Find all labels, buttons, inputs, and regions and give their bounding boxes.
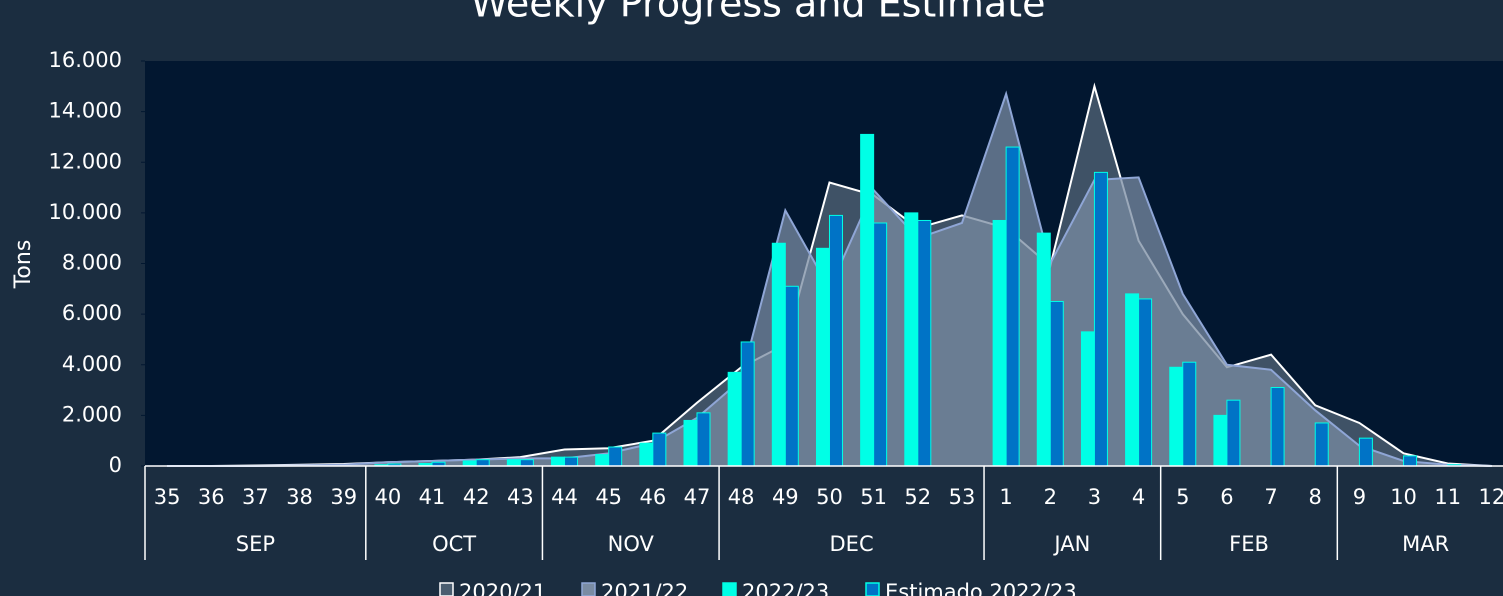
bar bbox=[1226, 399, 1241, 467]
x-tick-label: 45 bbox=[595, 485, 622, 509]
bar bbox=[828, 214, 843, 467]
bar bbox=[564, 456, 579, 467]
y-tick-label: 0 bbox=[109, 453, 122, 477]
legend-swatch bbox=[865, 582, 880, 596]
bar bbox=[462, 460, 477, 467]
bar bbox=[1169, 366, 1184, 467]
bar bbox=[1358, 437, 1373, 467]
x-group-label: JAN bbox=[1052, 532, 1090, 556]
x-tick-label: 39 bbox=[330, 485, 357, 509]
bar bbox=[992, 219, 1007, 467]
bar bbox=[815, 247, 830, 467]
x-tick-label: 36 bbox=[198, 485, 225, 509]
bar bbox=[608, 446, 623, 467]
x-tick-label: 47 bbox=[684, 485, 711, 509]
x-tick-label: 42 bbox=[463, 485, 490, 509]
legend-label: 2022/23 bbox=[742, 580, 829, 596]
x-tick-label: 43 bbox=[507, 485, 534, 509]
x-tick-label: 12 bbox=[1479, 485, 1503, 509]
x-tick-label: 51 bbox=[860, 485, 887, 509]
x-group-label: SEP bbox=[236, 532, 275, 556]
bar bbox=[873, 222, 888, 467]
x-tick-label: 44 bbox=[551, 485, 578, 509]
x-group-label: OCT bbox=[432, 532, 476, 556]
bar bbox=[860, 133, 875, 467]
bar bbox=[1080, 331, 1095, 467]
bar bbox=[1270, 387, 1285, 467]
bar bbox=[727, 371, 742, 467]
bar bbox=[1036, 232, 1051, 467]
x-tick-label: 9 bbox=[1353, 485, 1366, 509]
bar bbox=[506, 459, 521, 467]
x-tick-label: 53 bbox=[949, 485, 976, 509]
bar bbox=[1005, 146, 1020, 467]
x-tick-label: 48 bbox=[728, 485, 755, 509]
y-tick-label: 12.000 bbox=[49, 149, 122, 173]
x-tick-label: 3 bbox=[1088, 485, 1101, 509]
bar bbox=[917, 219, 932, 467]
x-tick-label: 50 bbox=[816, 485, 843, 509]
x-tick-label: 40 bbox=[375, 485, 402, 509]
x-tick-label: 8 bbox=[1309, 485, 1322, 509]
bar bbox=[475, 459, 490, 467]
x-group-label: NOV bbox=[608, 532, 655, 556]
x-tick-label: 37 bbox=[242, 485, 269, 509]
y-axis-label: Tons bbox=[11, 240, 36, 290]
bar bbox=[683, 419, 698, 467]
bar bbox=[639, 442, 654, 467]
x-tick-label: 4 bbox=[1132, 485, 1145, 509]
bar bbox=[1093, 171, 1108, 467]
bar bbox=[551, 456, 566, 467]
bar bbox=[784, 285, 799, 467]
x-tick-label: 1 bbox=[999, 485, 1012, 509]
x-tick-label: 35 bbox=[154, 485, 181, 509]
legend-label: 2021/22 bbox=[601, 580, 688, 596]
x-tick-label: 46 bbox=[639, 485, 666, 509]
bar bbox=[1314, 422, 1329, 467]
x-tick-label: 2 bbox=[1044, 485, 1057, 509]
x-tick-label: 38 bbox=[286, 485, 313, 509]
legend-swatch bbox=[722, 582, 737, 596]
legend-label: Estimado 2022/23 bbox=[885, 580, 1077, 596]
y-tick-label: 16.000 bbox=[49, 48, 122, 72]
y-tick-label: 10.000 bbox=[49, 200, 122, 224]
bar bbox=[1138, 298, 1153, 467]
bar bbox=[1049, 300, 1064, 467]
bar bbox=[904, 212, 919, 467]
y-tick-label: 2.000 bbox=[62, 402, 122, 426]
y-tick-label: 8.000 bbox=[62, 251, 122, 275]
x-tick-label: 6 bbox=[1220, 485, 1233, 509]
bar bbox=[771, 242, 786, 467]
x-tick-label: 7 bbox=[1264, 485, 1277, 509]
bar bbox=[1125, 293, 1140, 467]
bar bbox=[1403, 455, 1418, 467]
bar bbox=[696, 412, 711, 467]
x-tick-label: 11 bbox=[1434, 485, 1461, 509]
y-tick-label: 14.000 bbox=[49, 99, 122, 123]
bar bbox=[595, 454, 610, 467]
x-tick-label: 10 bbox=[1390, 485, 1417, 509]
x-tick-label: 49 bbox=[772, 485, 799, 509]
bar bbox=[1213, 414, 1228, 467]
x-tick-label: 52 bbox=[904, 485, 931, 509]
y-tick-label: 6.000 bbox=[62, 301, 122, 325]
legend-swatch bbox=[439, 582, 454, 596]
x-tick-label: 5 bbox=[1176, 485, 1189, 509]
chart-title: Weekly Progress and Estimate bbox=[471, 0, 1046, 26]
x-tick-label: 41 bbox=[419, 485, 446, 509]
bar bbox=[652, 432, 667, 467]
bar bbox=[519, 459, 534, 467]
y-tick-label: 4.000 bbox=[62, 352, 122, 376]
x-group-label: MAR bbox=[1402, 532, 1449, 556]
legend-label: 2020/21 bbox=[459, 580, 546, 596]
legend-swatch bbox=[581, 582, 596, 596]
x-group-label: DEC bbox=[830, 532, 874, 556]
bar bbox=[1182, 361, 1197, 467]
bar bbox=[740, 341, 755, 467]
area-fill bbox=[167, 93, 1492, 466]
x-group-label: FEB bbox=[1229, 532, 1269, 556]
